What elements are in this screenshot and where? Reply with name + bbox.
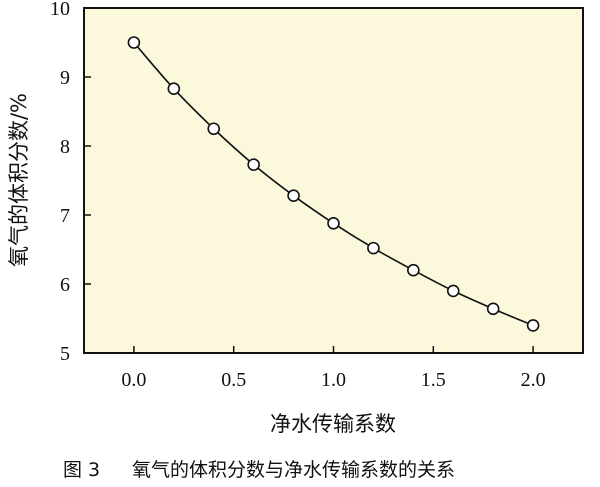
y-axis-title: 氧气的体积分数/% (7, 93, 31, 267)
x-tick-label: 2.0 (521, 369, 546, 391)
y-tick-label: 8 (60, 136, 70, 158)
data-point (247, 158, 260, 171)
data-point (287, 189, 300, 202)
axis-ticks (84, 7, 534, 354)
caption-text: 氧气的体积分数与净水传输系数的关系 (132, 459, 456, 481)
x-tick-label: 0.0 (121, 369, 146, 391)
data-point (367, 241, 380, 255)
data-point (407, 263, 420, 277)
x-tick-label: 1.0 (321, 369, 346, 391)
plot-area (83, 7, 584, 354)
data-point (167, 82, 181, 96)
data-point (526, 319, 540, 332)
x-tick-label: 0.5 (221, 369, 246, 391)
data-point (127, 36, 141, 49)
y-tick-label: 9 (60, 67, 70, 89)
data-point (486, 302, 500, 316)
data-point (207, 122, 221, 136)
y-tick-label: 10 (50, 0, 70, 20)
x-axis-title: 净水传输系数 (270, 412, 396, 436)
y-tick-label: 6 (60, 274, 70, 296)
y-tick-label: 7 (60, 205, 70, 227)
caption-number: 图 3 (63, 459, 101, 481)
data-point (446, 284, 460, 298)
y-tick-label: 5 (60, 343, 70, 365)
data-point (327, 216, 340, 230)
tick-labels: 0.0 0.5 1.0 1.5 2.0 5 6 7 8 9 10 (50, 0, 546, 391)
x-tick-label: 1.5 (421, 369, 446, 391)
data-markers (127, 36, 540, 332)
